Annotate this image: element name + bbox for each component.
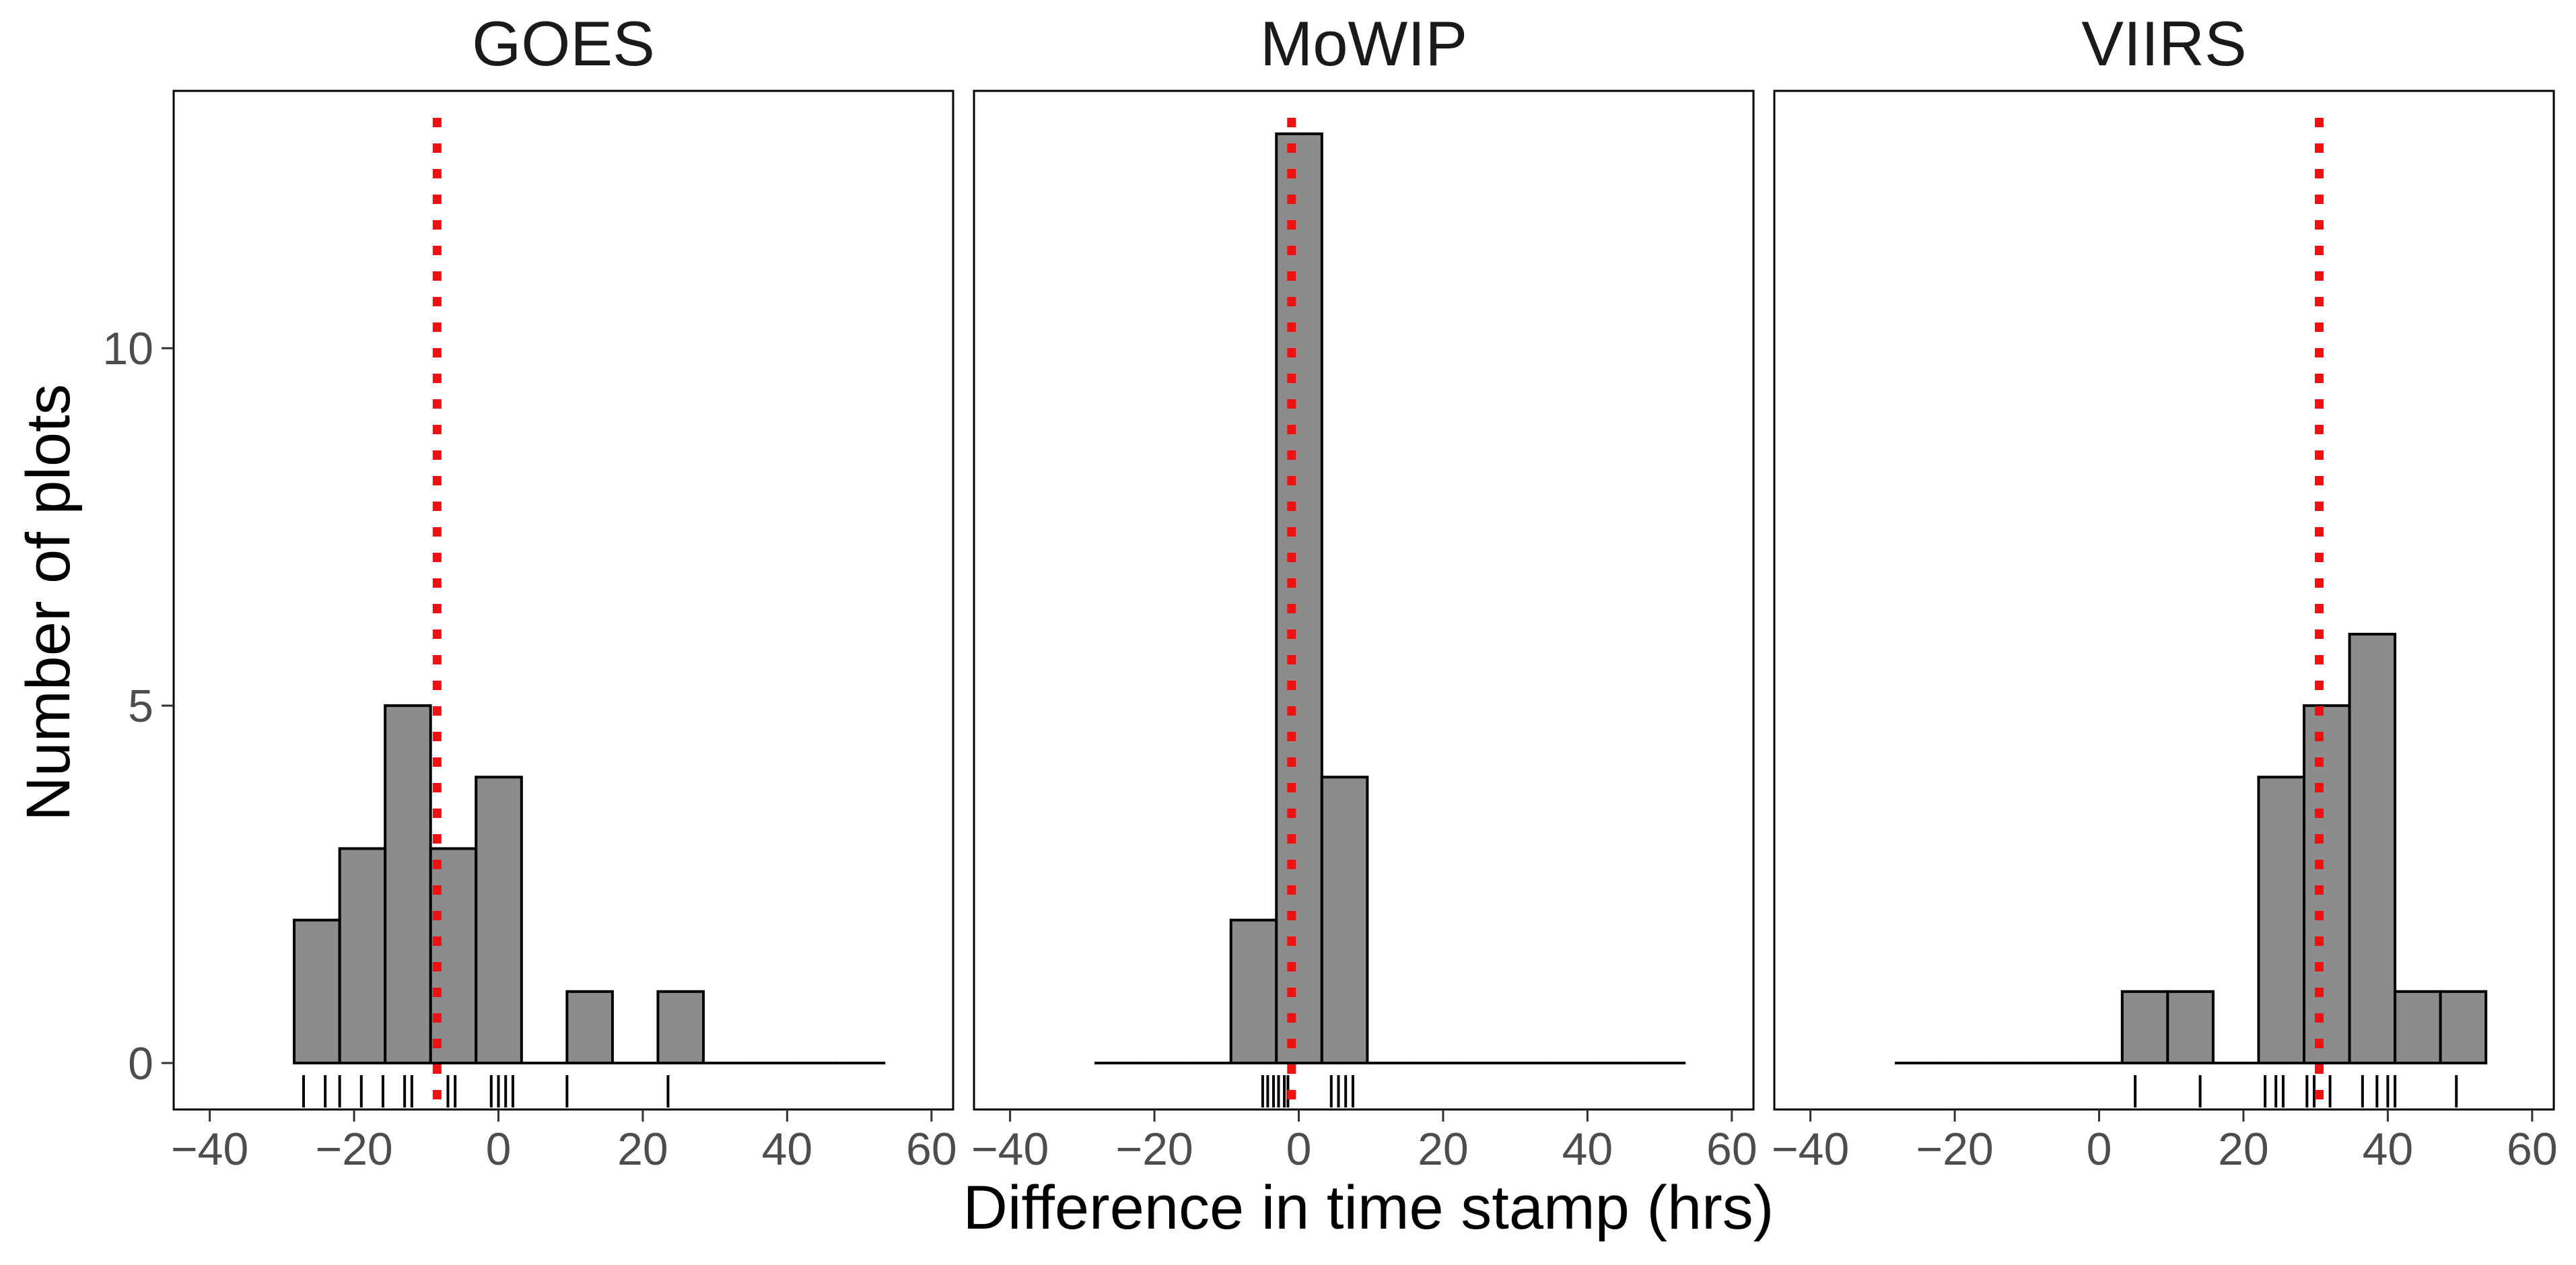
- panel-title: MoWIP: [1260, 8, 1467, 79]
- x-tick-label: 40: [2363, 1124, 2414, 1175]
- histogram-bar: [384, 704, 432, 1064]
- histogram-bar: [2166, 990, 2215, 1064]
- histogram-bar: [293, 918, 341, 1064]
- histogram-bar: [656, 990, 705, 1064]
- panel-border: [172, 90, 954, 1111]
- histogram-bar: [2348, 632, 2397, 1064]
- y-tick-label: 10: [102, 323, 153, 374]
- x-tick-label: 60: [906, 1124, 957, 1175]
- panel-viirs: VIIRS −40 −20 0 20 40 60: [1772, 8, 2558, 1175]
- x-tick-label: 60: [1706, 1124, 1757, 1175]
- histogram-bar: [1229, 918, 1278, 1064]
- x-tick-label: 60: [2507, 1124, 2558, 1175]
- panel-goes: GOES −40 −20 0 20 40 60 0 5 10: [102, 8, 956, 1175]
- x-tick-label: −40: [1772, 1124, 1849, 1175]
- histogram-bar: [2394, 990, 2442, 1064]
- histogram-bar: [475, 776, 523, 1064]
- panel-border: [1773, 90, 2555, 1111]
- y-tick-label: 0: [128, 1038, 153, 1089]
- x-tick-label: −20: [1916, 1124, 1993, 1175]
- y-tick-label: 5: [128, 681, 153, 732]
- x-tick-label: −20: [315, 1124, 392, 1175]
- x-tick-label: 20: [1418, 1124, 1469, 1175]
- panel-title: VIIRS: [2081, 8, 2247, 79]
- x-tick-label: 0: [486, 1124, 512, 1175]
- histogram-bar: [1275, 132, 1323, 1064]
- x-tick-label: 20: [617, 1124, 668, 1175]
- x-tick-label: 20: [2218, 1124, 2269, 1175]
- x-tick-label: 0: [2087, 1124, 2112, 1175]
- histogram-bar: [2120, 990, 2169, 1064]
- histogram-bar: [338, 847, 387, 1064]
- panel-mowip: MoWIP −40 −20 0 20 40 60: [971, 8, 1757, 1175]
- histogram-bar: [2303, 704, 2351, 1064]
- panel-title: GOES: [472, 8, 655, 79]
- histogram-bar: [1320, 776, 1369, 1064]
- x-tick-label: 40: [762, 1124, 813, 1175]
- y-axis-title: Number of plots: [14, 384, 83, 821]
- histogram-bar: [2439, 990, 2488, 1064]
- x-tick-label: 40: [1562, 1124, 1613, 1175]
- histogram-bar: [2257, 776, 2306, 1064]
- x-tick-label: −40: [971, 1124, 1049, 1175]
- x-tick-label: 0: [1286, 1124, 1312, 1175]
- panel-border: [973, 90, 1755, 1111]
- x-tick-label: −20: [1115, 1124, 1193, 1175]
- x-tick-label: −40: [171, 1124, 248, 1175]
- histogram-bar: [565, 990, 614, 1064]
- histogram-bar: [429, 847, 478, 1064]
- x-axis-title: Difference in time stamp (hrs): [963, 1173, 1774, 1242]
